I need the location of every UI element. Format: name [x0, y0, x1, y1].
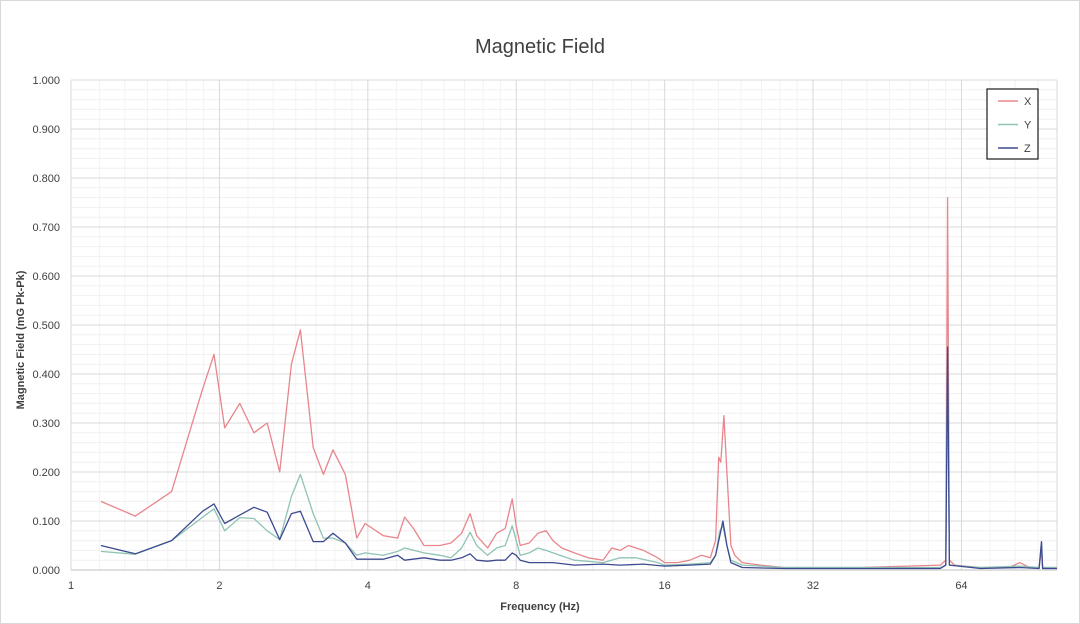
major-gridlines	[70, 79, 1058, 570]
series-line-z	[100, 346, 1057, 570]
x-tick-label: 2	[216, 580, 222, 592]
chart-title: Magnetic Field	[475, 36, 605, 58]
legend-label-z: Z	[1024, 143, 1031, 155]
y-axis-label: Magnetic Field (mG Pk-Pk)	[15, 270, 27, 409]
legend-label-y: Y	[1024, 120, 1032, 132]
y-tick-label: 0.900	[32, 124, 60, 136]
y-tick-label: 1.000	[32, 75, 60, 87]
x-tick-label: 16	[659, 580, 671, 592]
x-tick-label: 1	[68, 580, 74, 592]
series-line-x	[100, 196, 1057, 569]
series-line-y	[100, 339, 1057, 569]
x-tick-label: 8	[513, 580, 519, 592]
x-axis-ticks: 1 2 4 8 16 32 64	[68, 580, 968, 592]
y-tick-label: 0.700	[32, 222, 60, 234]
y-tick-label: 0.500	[32, 320, 60, 332]
y-tick-label: 0.800	[32, 173, 60, 185]
x-axis-label: Frequency (Hz)	[500, 601, 580, 613]
legend-label-x: X	[1024, 96, 1032, 108]
x-tick-label: 4	[365, 580, 371, 592]
y-tick-label: 0.000	[32, 565, 60, 577]
series-lines	[100, 196, 1057, 570]
legend: XYZ	[986, 88, 1039, 160]
y-tick-label: 0.300	[32, 418, 60, 430]
x-tick-label: 64	[955, 580, 967, 592]
x-tick-label: 32	[807, 580, 819, 592]
y-tick-label: 0.400	[32, 369, 60, 381]
y-axis-ticks: 0.000 0.100 0.200 0.300 0.400 0.500 0.600 0.700…	[32, 75, 60, 577]
y-tick-label: 0.600	[32, 271, 60, 283]
minor-gridlines	[71, 80, 1057, 570]
y-tick-label: 0.200	[32, 467, 60, 479]
y-tick-label: 0.100	[32, 516, 60, 528]
